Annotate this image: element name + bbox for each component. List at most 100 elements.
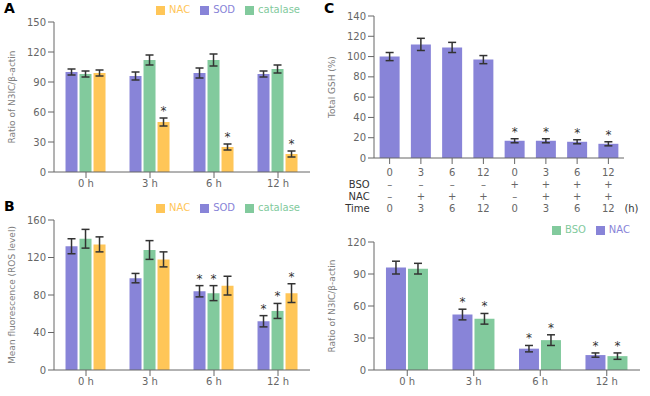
svg-text:120: 120 [347, 31, 366, 42]
svg-text:3: 3 [418, 167, 424, 178]
svg-text:3: 3 [543, 203, 549, 214]
svg-text:+: + [573, 179, 581, 190]
svg-text:6: 6 [449, 203, 455, 214]
svg-text:120: 120 [347, 237, 366, 248]
svg-text:+: + [604, 191, 612, 202]
svg-text:*: * [592, 339, 598, 353]
svg-text:Ratio of N3IC/β-actin: Ratio of N3IC/β-actin [327, 259, 337, 352]
svg-text:40: 40 [33, 327, 46, 338]
svg-text:12 h: 12 h [267, 376, 289, 387]
svg-text:+: + [448, 191, 456, 202]
svg-text:120: 120 [27, 252, 46, 263]
svg-text:+: + [604, 179, 612, 190]
svg-text:6: 6 [574, 167, 580, 178]
svg-text:3 h: 3 h [466, 376, 482, 387]
html-text:A: A [4, 0, 15, 16]
html-text:B: B [4, 198, 15, 214]
svg-text:6: 6 [449, 167, 455, 178]
svg-text:–: – [512, 191, 517, 202]
svg-text:NAC: NAC [348, 191, 369, 202]
svg-text:*: * [459, 295, 465, 309]
svg-text:Mean fluorescence (ROS level): Mean fluorescence (ROS level) [8, 226, 17, 364]
svg-text:12 h: 12 h [596, 376, 618, 387]
svg-text:140: 140 [347, 11, 366, 22]
html-text:catalase: catalase [258, 4, 300, 15]
svg-text:Total GSH (%): Total GSH (%) [327, 56, 337, 119]
svg-text:0: 0 [511, 203, 517, 214]
svg-text:20: 20 [353, 132, 366, 143]
svg-text:60: 60 [353, 92, 366, 103]
svg-text:Time: Time [344, 203, 369, 214]
svg-text:*: * [543, 125, 549, 139]
svg-text:*: * [614, 339, 620, 353]
svg-text:(h): (h) [624, 203, 638, 214]
svg-text:+: + [542, 179, 550, 190]
svg-text:6 h: 6 h [206, 178, 222, 189]
svg-text:–: – [418, 179, 423, 190]
svg-text:*: * [526, 331, 532, 345]
svg-text:12: 12 [477, 203, 490, 214]
svg-text:6 h: 6 h [206, 376, 222, 387]
svg-text:*: * [275, 289, 281, 303]
svg-text:12: 12 [477, 167, 490, 178]
svg-text:0: 0 [386, 203, 392, 214]
svg-text:12: 12 [602, 203, 615, 214]
svg-text:3 h: 3 h [142, 178, 158, 189]
svg-text:100: 100 [347, 51, 366, 62]
svg-text:3: 3 [543, 167, 549, 178]
svg-text:6 h: 6 h [532, 376, 548, 387]
svg-text:12 h: 12 h [267, 178, 289, 189]
svg-text:*: * [161, 104, 167, 118]
svg-text:120: 120 [27, 47, 46, 58]
svg-text:30: 30 [353, 333, 366, 344]
svg-text:+: + [542, 191, 550, 202]
svg-text:6: 6 [574, 203, 580, 214]
svg-text:*: * [211, 272, 217, 286]
svg-text:*: * [261, 302, 267, 316]
svg-text:+: + [510, 179, 518, 190]
html-text:NAC: NAC [169, 4, 191, 15]
svg-text:0: 0 [386, 167, 392, 178]
svg-text:Ratio of N3IC/β-actin: Ratio of N3IC/β-actin [8, 50, 17, 143]
svg-text:160: 160 [27, 215, 46, 226]
svg-text:30: 30 [33, 137, 46, 148]
svg-text:–: – [481, 179, 486, 190]
svg-text:150: 150 [27, 17, 46, 28]
svg-text:80: 80 [353, 71, 366, 82]
svg-text:60: 60 [353, 301, 366, 312]
svg-text:60: 60 [33, 107, 46, 118]
svg-text:40: 40 [353, 112, 366, 123]
svg-text:*: * [197, 272, 203, 286]
svg-text:90: 90 [33, 77, 46, 88]
svg-text:–: – [387, 179, 392, 190]
svg-text:–: – [387, 191, 392, 202]
svg-text:80: 80 [33, 290, 46, 301]
html-text:SOD: SOD [213, 4, 235, 15]
svg-text:*: * [289, 270, 295, 284]
svg-text:–: – [450, 179, 455, 190]
svg-text:0 h: 0 h [78, 376, 94, 387]
svg-text:3: 3 [418, 203, 424, 214]
svg-text:0: 0 [40, 365, 46, 376]
svg-text:*: * [512, 125, 518, 139]
svg-text:0 h: 0 h [399, 376, 415, 387]
svg-text:12: 12 [602, 167, 615, 178]
svg-text:90: 90 [353, 269, 366, 280]
svg-text:*: * [574, 126, 580, 140]
html-text:NAC: NAC [169, 202, 191, 213]
svg-text:0: 0 [360, 153, 366, 164]
svg-text:*: * [548, 321, 554, 335]
svg-text:+: + [417, 191, 425, 202]
svg-text:*: * [289, 137, 295, 151]
svg-text:BSO: BSO [349, 179, 370, 190]
svg-text:*: * [225, 130, 231, 144]
svg-text:*: * [605, 128, 611, 142]
svg-text:3 h: 3 h [142, 376, 158, 387]
svg-text:+: + [479, 191, 487, 202]
svg-text:0: 0 [40, 167, 46, 178]
svg-text:*: * [481, 299, 487, 313]
svg-text:0 h: 0 h [78, 178, 94, 189]
svg-text:+: + [573, 191, 581, 202]
svg-text:0: 0 [360, 365, 366, 376]
svg-text:0: 0 [511, 167, 517, 178]
